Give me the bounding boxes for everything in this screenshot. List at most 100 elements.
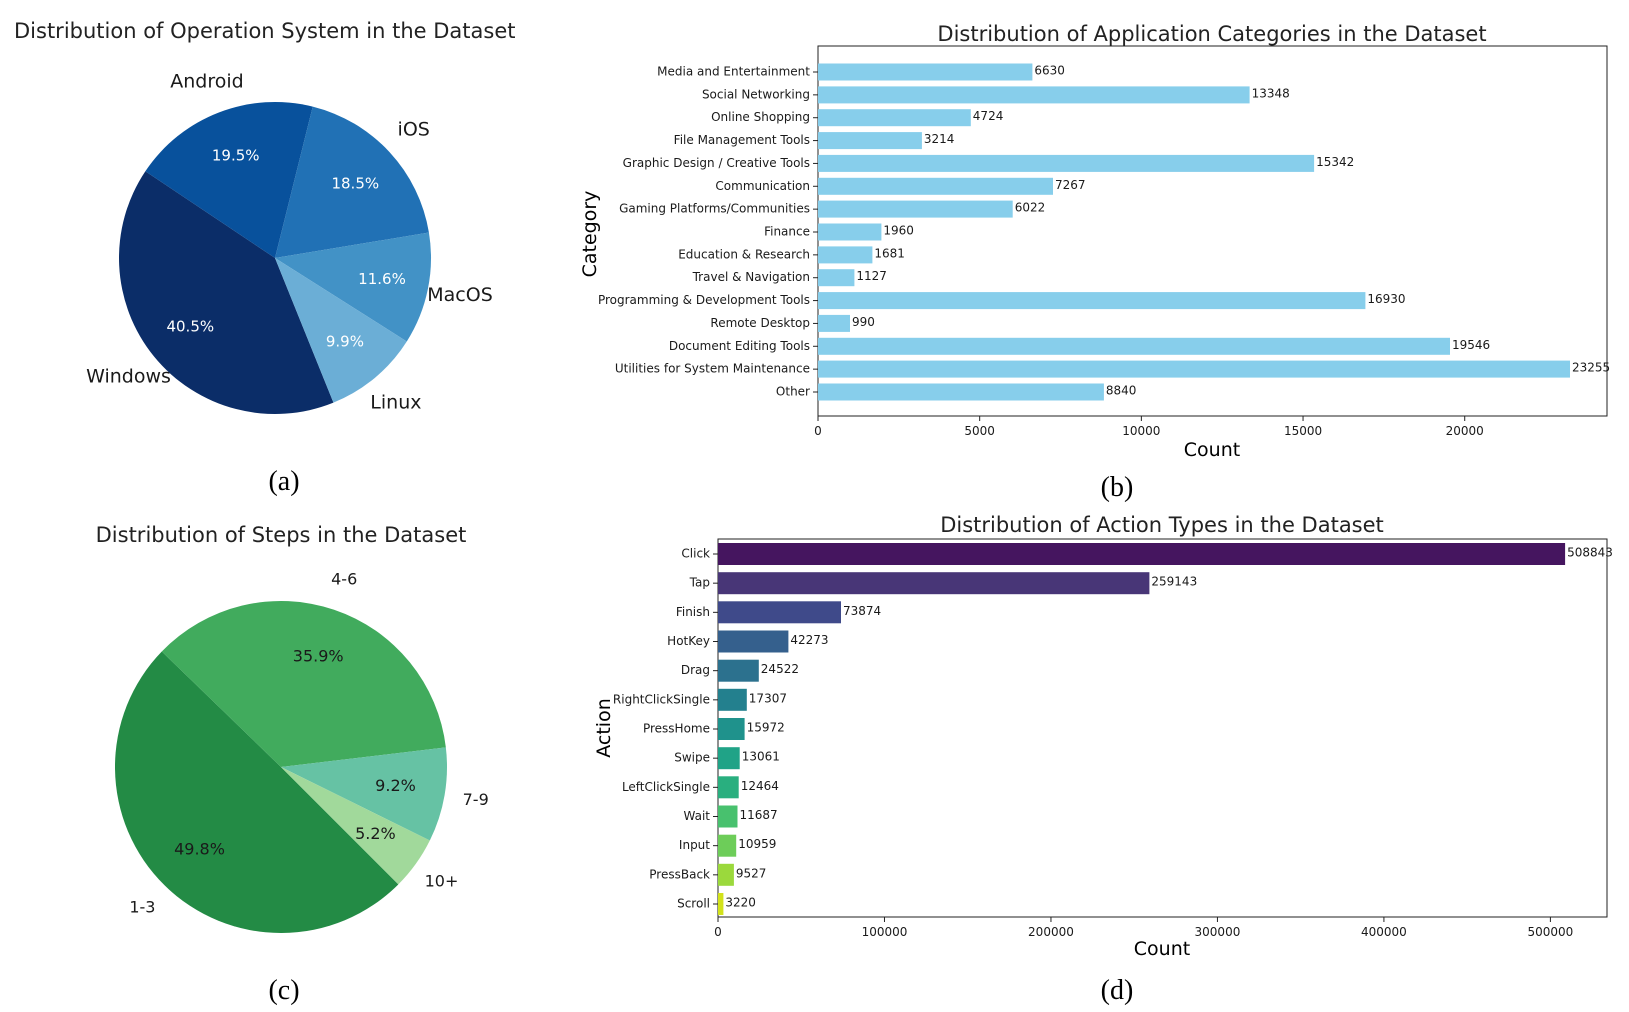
bar-swipe xyxy=(718,747,740,770)
bar-input xyxy=(718,834,737,857)
ytick-label-finance: Finance xyxy=(764,225,810,239)
value-label-programming-development-tools: 16930 xyxy=(1367,292,1405,306)
ytick-label-leftclicksingle: LeftClickSingle xyxy=(622,780,710,794)
panel-c-caption: (c) xyxy=(268,975,299,1006)
ytick-label-programming-development-tools: Programming & Development Tools xyxy=(598,293,810,307)
bar-b-xlabel: Count xyxy=(1184,439,1240,461)
ytick-label-file-management-tools: File Management Tools xyxy=(674,133,810,147)
ytick-label-input: Input xyxy=(679,838,710,852)
bar-programming-development-tools xyxy=(818,292,1366,310)
ytick-label-tap: Tap xyxy=(689,576,710,590)
pie-label-windows: Windows xyxy=(86,366,171,388)
ytick-label-document-editing-tools: Document Editing Tools xyxy=(669,339,810,353)
bar-d-title: Distribution of Action Types in the Data… xyxy=(940,513,1384,537)
value-label-finish: 73874 xyxy=(843,604,881,618)
bar-d-xlabel: Count xyxy=(1134,938,1190,960)
value-label-online-shopping: 4724 xyxy=(973,109,1004,123)
ytick-label-pressback: PressBack xyxy=(649,867,710,881)
ytick-label-presshome: PressHome xyxy=(643,722,710,736)
pie-slice-10 xyxy=(281,767,430,885)
bar-file-management-tools xyxy=(818,132,922,150)
value-label-pressback: 9527 xyxy=(736,866,767,880)
pie-pct-1-3: 49.8% xyxy=(174,839,225,858)
value-label-media-and-entertainment: 6630 xyxy=(1034,64,1065,78)
bar-pressback xyxy=(718,863,734,886)
pie-pct-android: 19.5% xyxy=(212,147,260,165)
ytick-label-wait: Wait xyxy=(684,809,711,823)
bar-education-research xyxy=(818,246,873,264)
pie-slice-4-6 xyxy=(161,600,446,767)
bar-scroll xyxy=(718,893,724,915)
pie-label-7-9: 7-9 xyxy=(463,790,489,809)
ytick-label-gaming-platforms-communities: Gaming Platforms/Communities xyxy=(619,202,810,216)
bar-finish xyxy=(718,601,841,624)
pie-slice-windows xyxy=(119,171,334,414)
bar-graphic-design-creative-tools xyxy=(818,154,1315,172)
bar-finance xyxy=(818,223,882,241)
xtick-label-10000: 10000 xyxy=(1122,424,1160,438)
ytick-label-travel-navigation: Travel & Navigation xyxy=(692,270,810,284)
ytick-label-education-research: Education & Research xyxy=(678,247,810,261)
value-label-remote-desktop: 990 xyxy=(852,315,875,329)
panel-a: Distribution of Operation System in the … xyxy=(14,19,515,497)
pie-pct-windows: 40.5% xyxy=(166,317,214,335)
pie-label-4-6: 4-6 xyxy=(331,569,357,588)
value-label-click: 508843 xyxy=(1567,546,1613,560)
value-label-finance: 1960 xyxy=(883,224,914,238)
value-label-rightclicksingle: 17307 xyxy=(749,691,787,705)
ytick-label-swipe: Swipe xyxy=(674,751,710,765)
bar-media-and-entertainment xyxy=(818,63,1033,81)
value-label-hotkey: 42273 xyxy=(790,633,828,647)
bar-remote-desktop xyxy=(818,314,850,332)
bar-d: Click 508843 Tap 259143 Finish 73874 HotKey 422… xyxy=(613,538,1613,939)
xtick-label-300000: 300000 xyxy=(1195,925,1241,939)
ytick-label-click: Click xyxy=(681,547,710,561)
plot-frame xyxy=(717,538,1608,918)
xtick-label-400000: 400000 xyxy=(1361,925,1407,939)
ytick-label-online-shopping: Online Shopping xyxy=(711,110,810,124)
bar-click xyxy=(718,543,1566,565)
pie-slice-1-3 xyxy=(114,651,399,934)
value-label-travel-navigation: 1127 xyxy=(856,269,887,283)
pie-a: Windows 40.5% Android 19.5% iOS 18.5% MacOS 11.… xyxy=(86,70,493,414)
ytick-label-other: Other xyxy=(776,385,810,399)
pie-c-title: Distribution of Steps in the Dataset xyxy=(96,523,467,547)
pie-slice-linux xyxy=(275,258,407,403)
xtick-label-15000: 15000 xyxy=(1284,424,1322,438)
bar-b-ylabel: Category xyxy=(579,191,601,278)
panel-d: Distribution of Action Types in the Data… xyxy=(593,513,1613,1006)
value-label-file-management-tools: 3214 xyxy=(924,132,955,146)
panel-a-caption: (a) xyxy=(268,466,299,497)
pie-pct-10: 5.2% xyxy=(355,824,396,843)
ytick-label-remote-desktop: Remote Desktop xyxy=(710,316,810,330)
bar-utilities-for-system-maintenance xyxy=(818,360,1570,378)
ytick-label-utilities-for-system-maintenance: Utilities for System Maintenance xyxy=(615,362,810,376)
pie-label-android: Android xyxy=(170,70,243,92)
ytick-label-drag: Drag xyxy=(681,663,710,677)
bar-leftclicksingle xyxy=(718,776,739,799)
bar-rightclicksingle xyxy=(718,688,747,711)
bar-communication xyxy=(818,177,1053,195)
value-label-document-editing-tools: 19546 xyxy=(1452,338,1490,352)
xtick-label-100000: 100000 xyxy=(862,925,908,939)
value-label-input: 10959 xyxy=(738,837,776,851)
value-label-utilities-for-system-maintenance: 23255 xyxy=(1572,361,1610,375)
xtick-label-0: 0 xyxy=(814,424,822,438)
bar-document-editing-tools xyxy=(818,337,1450,355)
bar-gaming-platforms-communities xyxy=(818,200,1013,218)
ytick-label-social-networking: Social Networking xyxy=(702,87,810,101)
bar-b-title: Distribution of Application Categories i… xyxy=(937,22,1486,46)
pie-pct-ios: 18.5% xyxy=(331,174,379,192)
pie-pct-4-6: 35.9% xyxy=(293,646,344,665)
ytick-label-rightclicksingle: RightClickSingle xyxy=(613,692,710,706)
bar-drag xyxy=(718,659,759,682)
xtick-label-500000: 500000 xyxy=(1527,925,1573,939)
value-label-scroll: 3220 xyxy=(725,896,756,910)
pie-slice-android xyxy=(145,101,313,258)
ytick-label-finish: Finish xyxy=(676,605,710,619)
bar-other xyxy=(818,383,1104,401)
pie-slice-7-9 xyxy=(281,747,448,841)
panel-d-caption: (d) xyxy=(1101,975,1134,1006)
bar-social-networking xyxy=(818,86,1250,104)
